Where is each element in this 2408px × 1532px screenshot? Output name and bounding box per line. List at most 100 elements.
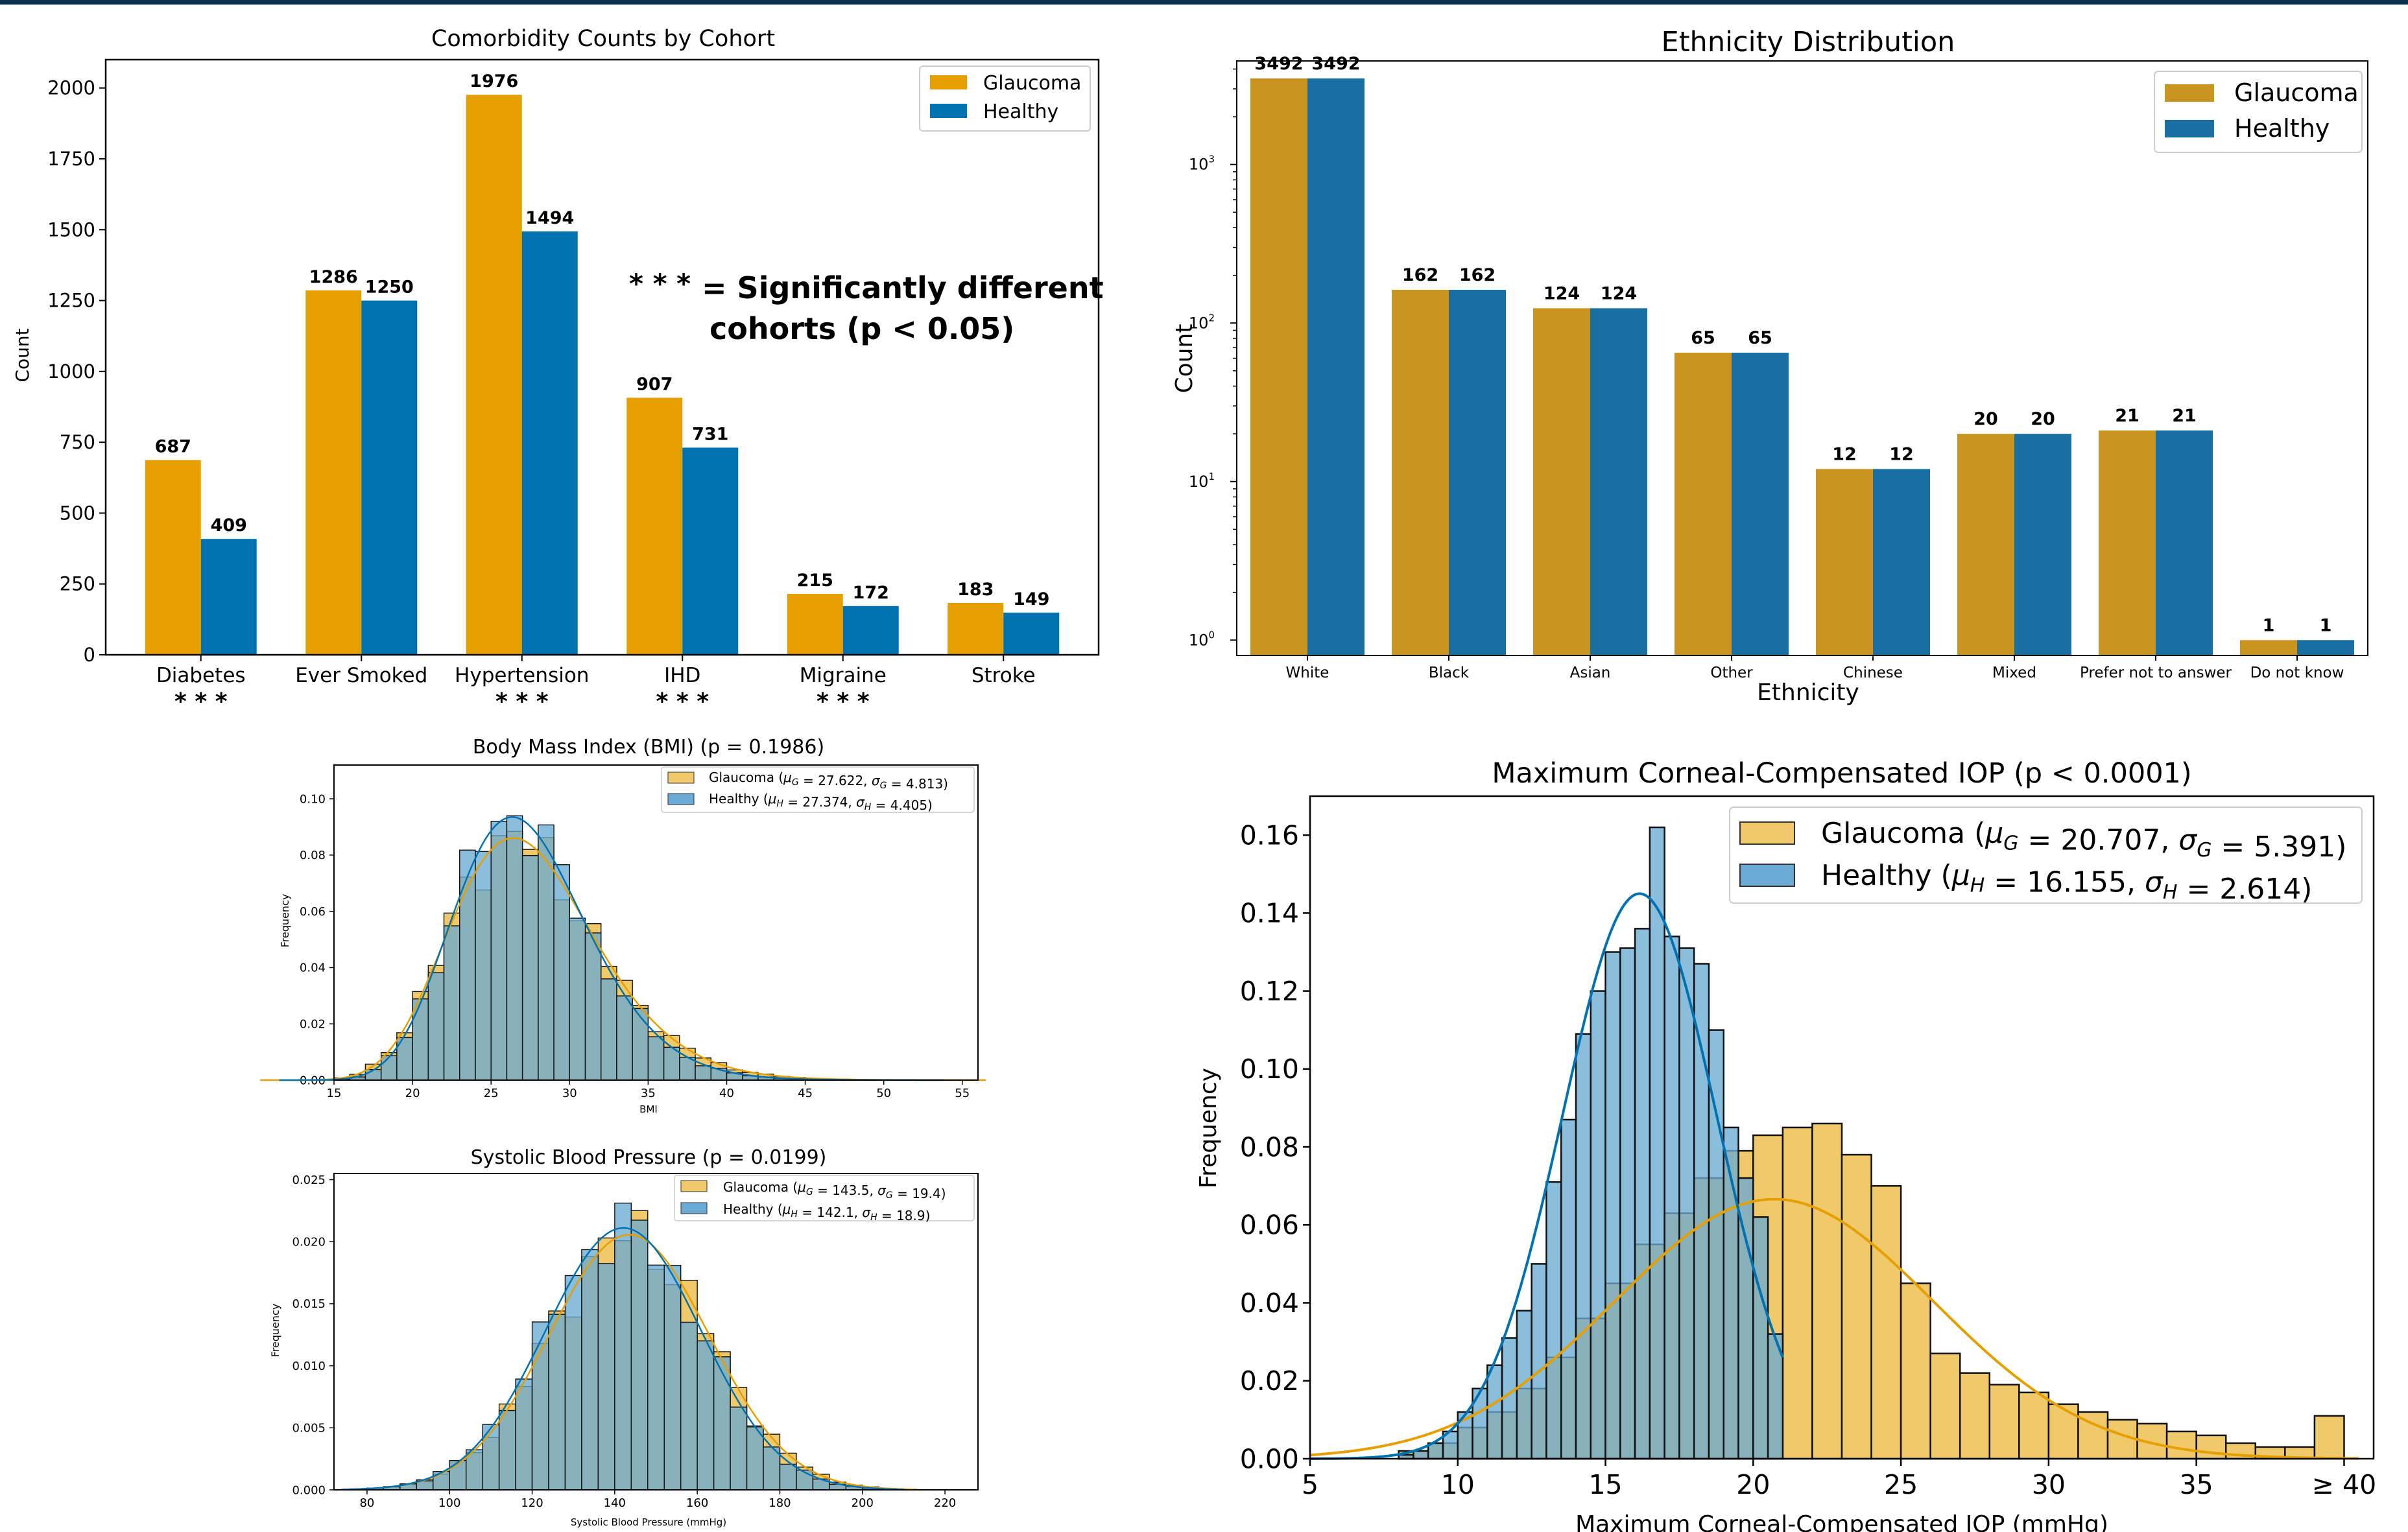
ethnicity-bar-healthy [2014,434,2071,655]
comorbidity-xtick-label: Stroke [972,664,1036,687]
p4-bar-healthy [630,1220,649,1491]
p3-xtick-label: 20 [405,1087,420,1100]
bmi-ylabel: Frequency [279,894,291,948]
ethnicity-ytick-label: 101 [1189,471,1215,491]
p5-ytick-label: 0.14 [1240,898,1299,929]
ethnicity-bar-glaucoma [1675,352,1732,655]
p3-bar-healthy [695,1065,711,1081]
ethnicity-ylabel: Count [1171,324,1198,394]
sbp-legend: Glaucoma (μG = 143.5, σG = 19.4) Healthy… [674,1175,975,1223]
p3-bar-healthy [663,1046,680,1081]
p5-bar-healthy [1604,951,1621,1460]
p3-bar-healthy [459,849,476,1081]
ethnicity-xlabel: Ethnicity [1757,679,1859,706]
p3-bar-healthy [506,815,523,1081]
p4-bar-healthy [581,1249,599,1491]
p3-bar-healthy [443,925,460,1081]
ethnicity-xtick-label: Mixed [1992,665,2036,681]
p5-bar-healthy [1413,1450,1429,1460]
ethnicity-bar-healthy [1732,352,1789,655]
p3-ytick-label: 0.04 [300,961,326,975]
p3-bar-healthy [490,821,508,1081]
p4-xtick-label: 200 [852,1496,874,1510]
p5-bar-glaucoma [1929,1352,1961,1460]
ethnicity-data-label: 20 [1973,409,1998,429]
p5-bar-healthy [1545,1181,1562,1460]
p5-bar-healthy [1590,990,1606,1460]
ethnicity-plot-frame [1236,60,2368,656]
p5-bar-healthy [1619,947,1636,1460]
comorbidity-bar-healthy [521,231,578,655]
p5-bar-glaucoma [1782,1126,1813,1460]
bmi-histogram: Body Mass Index (BMI) (p = 0.1986) Frequ… [260,736,986,1115]
p5-bar-healthy [1516,1310,1532,1460]
comorbidity-xtick-label: Ever Smoked [295,664,427,687]
bmi-legend-box [661,766,975,813]
sbp-legend-swatch-glaucoma [680,1180,708,1192]
p3-bar-healthy [569,917,586,1081]
p3-bar-healthy [584,932,602,1081]
ethnicity-data-label: 162 [1459,265,1496,285]
p4-ytick-label: 0.005 [292,1422,326,1435]
ethnicity-data-label: 162 [1402,265,1438,285]
ethnicity-data-label: 124 [1544,283,1580,303]
sbp-legend-swatch-healthy [680,1202,708,1214]
comorbidity-significance-marker: * * * [495,689,549,715]
comorbidity-data-label: 731 [692,424,728,444]
comorbidity-xtick-label: Hypertension [455,664,589,687]
iop-legend-box [1729,807,2363,904]
ethnicity-bar-glaucoma [2240,640,2297,655]
p5-xtick-label: 30 [2032,1469,2066,1500]
comorbidity-ytick-label: 250 [60,573,95,595]
comorbidity-data-label: 1250 [365,277,414,298]
significance-annotation-line2: cohorts (p < 0.05) [709,311,1014,346]
p4-xtick-label: 220 [934,1496,956,1510]
comorbidity-data-label: 215 [797,571,833,591]
comorbidity-xtick-label: Migraine [800,664,887,687]
ethnicity-xtick-label: Prefer not to answer [2080,665,2232,681]
comorbidity-bar-healthy [682,447,739,655]
ethnicity-bar-glaucoma [1816,469,1873,655]
ethnicity-bar-healthy [1873,469,1930,655]
iop-title: Maximum Corneal-Compensated IOP (p < 0.0… [1492,757,2191,790]
p4-xtick-label: 80 [359,1496,374,1510]
p5-xtick-label: 10 [1441,1469,1475,1500]
comorbidity-bar-glaucoma [787,594,843,655]
p4-bar-healthy [531,1321,549,1491]
comorbidity-bar-healthy [361,300,418,655]
comorbidity-xtick-label: Diabetes [156,664,246,687]
comorbidity-data-label: 149 [1013,589,1049,609]
ethnicity-ytick-label: 102 [1189,312,1215,332]
ethnicity-bar-healthy [2297,640,2354,655]
comorbidity-bar-glaucoma [466,95,522,655]
ethnicity-bar-glaucoma [1250,78,1307,656]
p3-bar-healthy [538,824,554,1081]
p5-bar-healthy [1634,928,1651,1460]
ethnicity-ytick-label: 100 [1189,629,1215,649]
p5-xtick-label: 5 [1302,1469,1318,1500]
p3-bar-healthy [521,854,539,1081]
p3-ytick-label: 0.06 [300,905,326,919]
ethnicity-data-label: 21 [2115,406,2140,426]
bmi-xlabel: BMI [639,1103,658,1115]
p3-ytick-label: 0.08 [300,849,326,862]
iop-legend: Glaucoma (μG = 20.707, σG = 5.391) Healt… [1729,807,2363,906]
p3-bar-healthy [632,1008,649,1081]
ethnicity-chart: Ethnicity Distribution Count Ethnicity 1… [1171,26,2368,706]
sbp-legend-box [674,1175,975,1221]
p4-ytick-label: 0.000 [292,1483,326,1497]
p4-xtick-label: 180 [769,1496,791,1510]
comorbidity-data-label: 907 [636,375,673,395]
ethnicity-legend-healthy: Healthy [2234,114,2330,143]
ethnicity-title: Ethnicity Distribution [1662,26,1955,58]
comorbidity-bar-glaucoma [626,397,683,655]
p4-bar-healthy [746,1426,764,1491]
p3-bar-healthy [412,998,429,1081]
ethnicity-bar-glaucoma [2099,430,2156,655]
p3-bar-healthy [427,972,445,1081]
comorbidity-ytick-label: 2000 [47,77,95,99]
p5-bar-glaucoma [1900,1282,1931,1460]
comorbidity-ytick-label: 0 [84,644,95,666]
comorbidity-legend-healthy: Healthy [983,100,1058,123]
p5-bar-healthy [1486,1364,1503,1460]
